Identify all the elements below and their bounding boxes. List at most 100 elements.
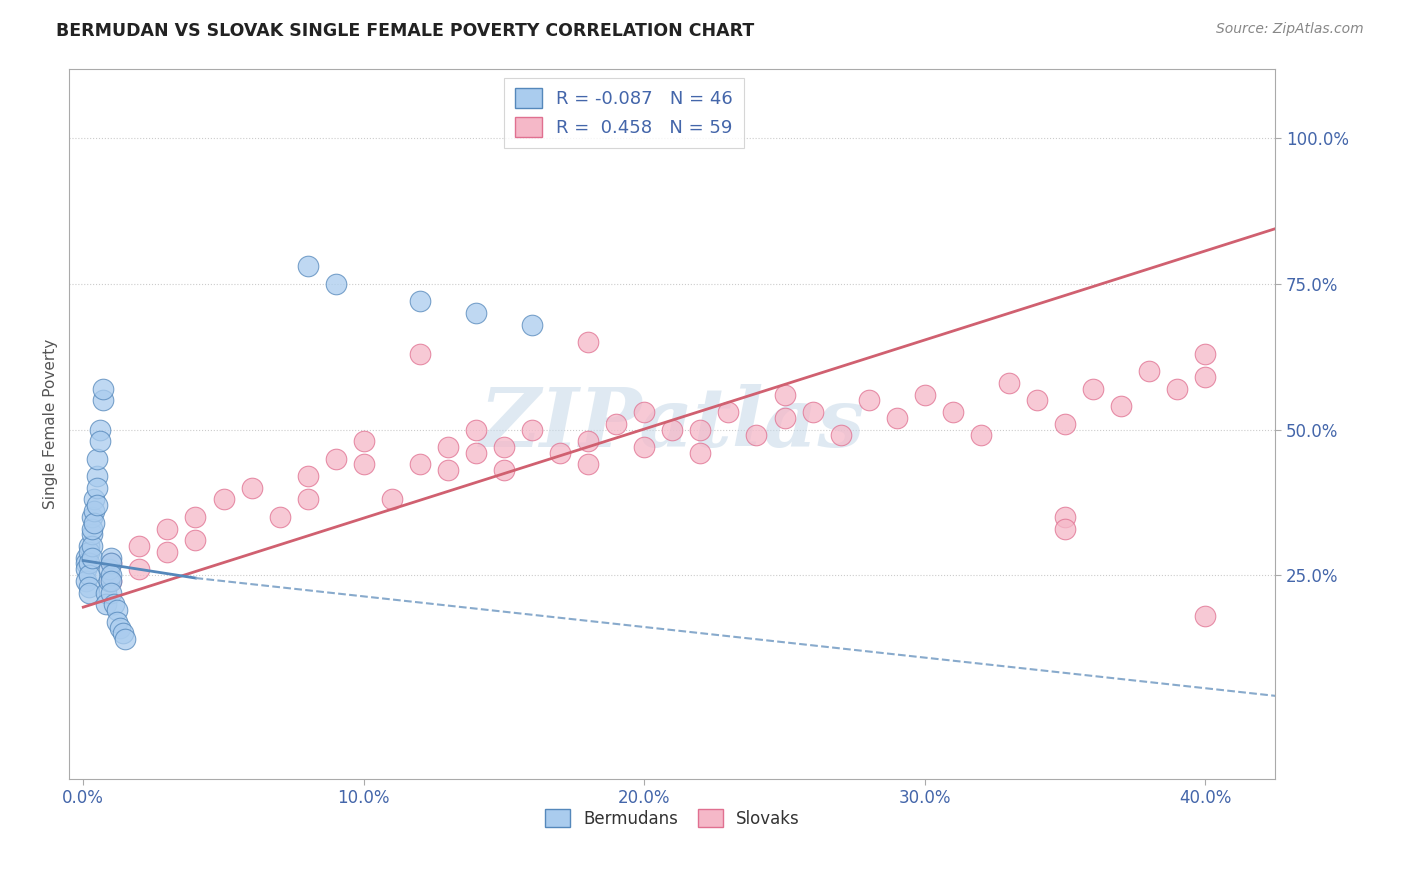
Point bbox=[100, 585, 122, 599]
Point bbox=[75, 557, 97, 571]
Point bbox=[325, 451, 347, 466]
Point bbox=[83, 504, 105, 518]
Point bbox=[114, 632, 136, 647]
Point bbox=[105, 603, 128, 617]
Point bbox=[75, 574, 97, 588]
Point bbox=[465, 306, 488, 320]
Point bbox=[156, 522, 179, 536]
Point bbox=[409, 294, 432, 309]
Point bbox=[998, 376, 1021, 390]
Point bbox=[492, 463, 515, 477]
Point bbox=[86, 469, 108, 483]
Point bbox=[801, 405, 824, 419]
Point bbox=[94, 597, 117, 611]
Point bbox=[605, 417, 627, 431]
Point bbox=[80, 550, 103, 565]
Point bbox=[297, 260, 319, 274]
Point bbox=[409, 347, 432, 361]
Text: ZIPatlas: ZIPatlas bbox=[479, 384, 865, 464]
Point bbox=[858, 393, 880, 408]
Legend: Bermudans, Slovaks: Bermudans, Slovaks bbox=[538, 803, 807, 835]
Point bbox=[100, 557, 122, 571]
Point bbox=[1194, 608, 1216, 623]
Point bbox=[1194, 347, 1216, 361]
Point bbox=[717, 405, 740, 419]
Point bbox=[633, 440, 655, 454]
Point bbox=[94, 585, 117, 599]
Point bbox=[689, 446, 711, 460]
Point bbox=[437, 463, 460, 477]
Point bbox=[108, 620, 131, 634]
Point bbox=[773, 410, 796, 425]
Point bbox=[745, 428, 768, 442]
Point bbox=[77, 585, 100, 599]
Point bbox=[91, 382, 114, 396]
Point bbox=[86, 498, 108, 512]
Point bbox=[77, 580, 100, 594]
Point bbox=[465, 423, 488, 437]
Point bbox=[83, 492, 105, 507]
Point bbox=[1166, 382, 1188, 396]
Point bbox=[970, 428, 993, 442]
Point bbox=[77, 557, 100, 571]
Point bbox=[548, 446, 571, 460]
Point bbox=[80, 509, 103, 524]
Point bbox=[89, 423, 111, 437]
Point bbox=[1137, 364, 1160, 378]
Text: Source: ZipAtlas.com: Source: ZipAtlas.com bbox=[1216, 22, 1364, 37]
Point bbox=[103, 597, 125, 611]
Y-axis label: Single Female Poverty: Single Female Poverty bbox=[44, 339, 58, 508]
Point bbox=[353, 434, 375, 449]
Point bbox=[97, 562, 120, 576]
Point bbox=[1053, 417, 1076, 431]
Point bbox=[520, 423, 543, 437]
Point bbox=[80, 522, 103, 536]
Text: BERMUDAN VS SLOVAK SINGLE FEMALE POVERTY CORRELATION CHART: BERMUDAN VS SLOVAK SINGLE FEMALE POVERTY… bbox=[56, 22, 755, 40]
Point bbox=[100, 574, 122, 588]
Point bbox=[105, 615, 128, 629]
Point bbox=[886, 410, 908, 425]
Point bbox=[830, 428, 852, 442]
Point bbox=[1053, 522, 1076, 536]
Point bbox=[86, 481, 108, 495]
Point bbox=[520, 318, 543, 332]
Point bbox=[689, 423, 711, 437]
Point bbox=[77, 568, 100, 582]
Point bbox=[80, 527, 103, 541]
Point bbox=[212, 492, 235, 507]
Point bbox=[492, 440, 515, 454]
Point bbox=[633, 405, 655, 419]
Point bbox=[97, 574, 120, 588]
Point bbox=[1109, 399, 1132, 413]
Point bbox=[576, 458, 599, 472]
Point bbox=[773, 387, 796, 401]
Point bbox=[325, 277, 347, 291]
Point bbox=[75, 562, 97, 576]
Point bbox=[100, 568, 122, 582]
Point bbox=[381, 492, 404, 507]
Point bbox=[75, 550, 97, 565]
Point bbox=[77, 539, 100, 553]
Point bbox=[353, 458, 375, 472]
Point bbox=[661, 423, 683, 437]
Point bbox=[437, 440, 460, 454]
Point bbox=[111, 626, 134, 640]
Point bbox=[184, 533, 207, 548]
Point bbox=[100, 557, 122, 571]
Point bbox=[1194, 370, 1216, 384]
Point bbox=[184, 509, 207, 524]
Point bbox=[465, 446, 488, 460]
Point bbox=[80, 539, 103, 553]
Point bbox=[409, 458, 432, 472]
Point bbox=[83, 516, 105, 530]
Point bbox=[86, 451, 108, 466]
Point bbox=[77, 545, 100, 559]
Point bbox=[576, 335, 599, 350]
Point bbox=[100, 574, 122, 588]
Point bbox=[942, 405, 965, 419]
Point bbox=[128, 539, 150, 553]
Point bbox=[297, 469, 319, 483]
Point bbox=[1081, 382, 1104, 396]
Point bbox=[100, 550, 122, 565]
Point bbox=[1026, 393, 1049, 408]
